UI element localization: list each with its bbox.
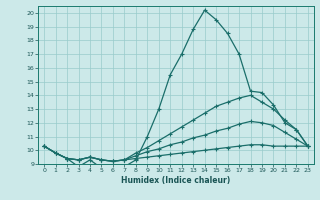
X-axis label: Humidex (Indice chaleur): Humidex (Indice chaleur): [121, 176, 231, 185]
